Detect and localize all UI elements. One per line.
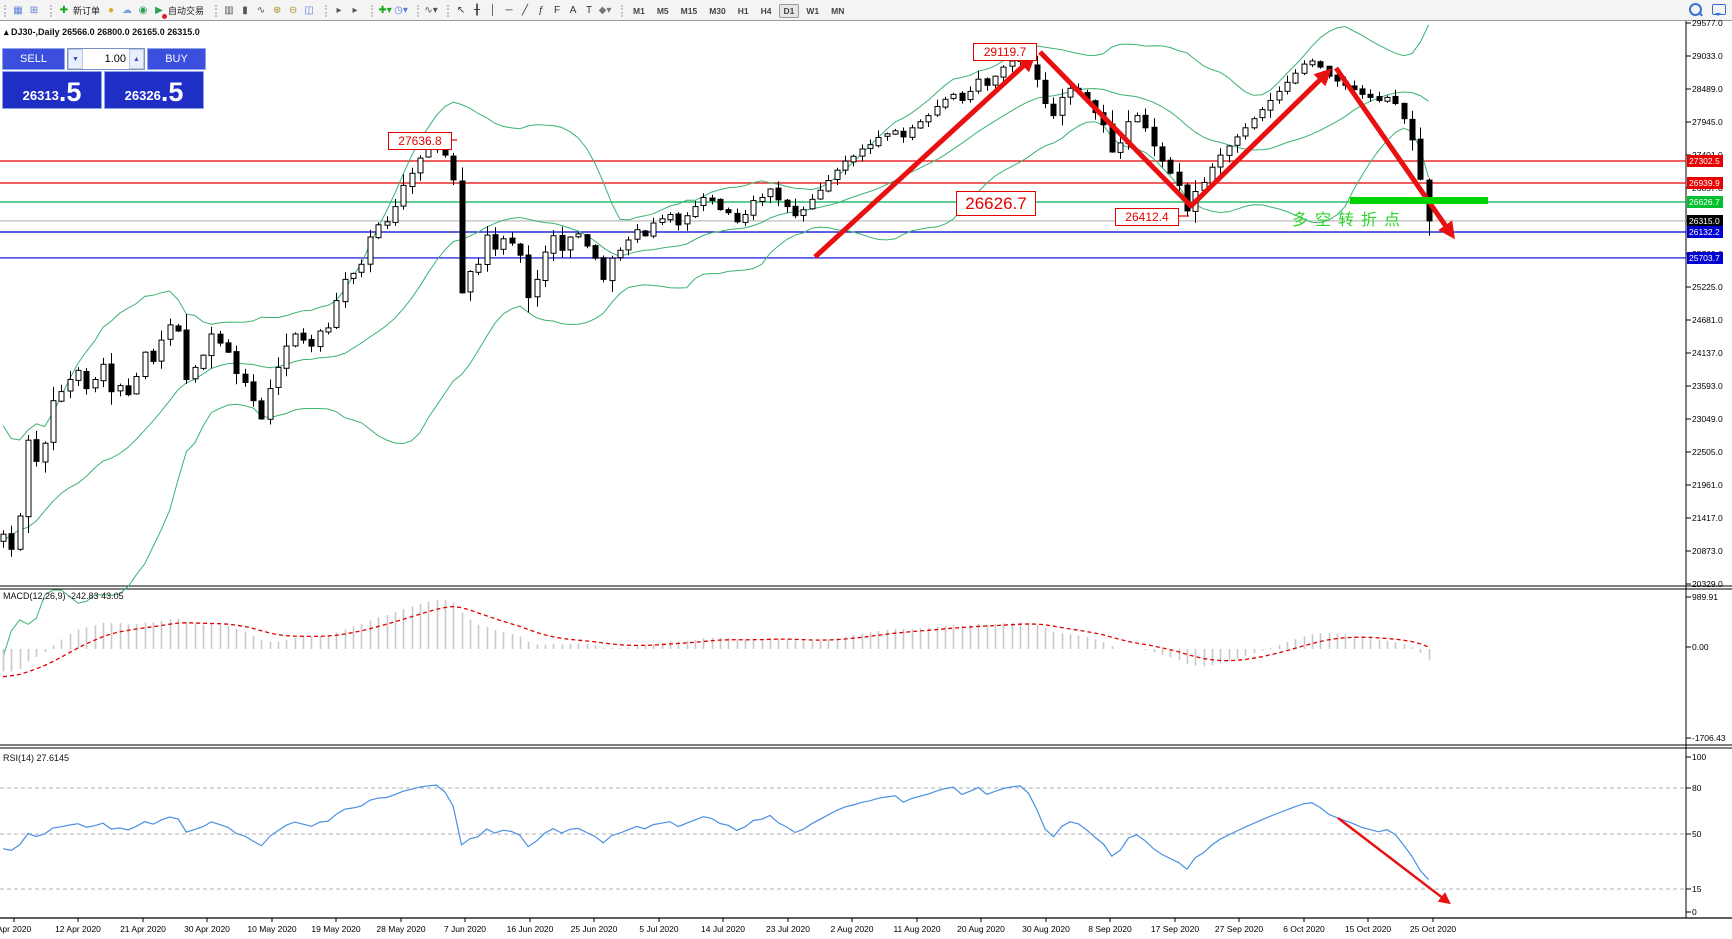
ohlc-values: 26566.0 26800.0 26165.0 26315.0 <box>62 27 200 37</box>
fibo-expansion-icon[interactable]: F <box>553 4 561 16</box>
autotrading-status-dot <box>162 13 168 19</box>
new-order-icon[interactable]: ✚ <box>59 4 69 16</box>
symbol-period: DJ30-,Daily <box>11 27 60 37</box>
auto-scroll-icon[interactable]: ▸ <box>336 4 342 16</box>
toolbar-group: ∿▾ <box>413 3 443 19</box>
collapse-arrow-icon[interactable]: ▴ <box>4 27 9 37</box>
toolbar-group: ▦ ⊞ <box>0 3 46 19</box>
volume-box: ▼ ▲ <box>67 48 145 70</box>
timeframe-m15[interactable]: M15 <box>680 5 698 16</box>
bar-chart-icon[interactable]: ▥ <box>224 4 234 16</box>
periods-icon[interactable]: ◷▾ <box>394 4 408 16</box>
chart-window: 29577.0 29033.0 28489.0 27945.0 27401.0 26857… <box>0 18 1732 939</box>
volume-input[interactable] <box>83 49 129 69</box>
toolbar-group: ▸ ▸ <box>321 3 367 19</box>
price-callout[interactable]: 27636.8 <box>388 132 452 150</box>
line-chart-icon[interactable]: ∿ <box>256 4 266 16</box>
one-click-trading-panel: SELL ▼ ▲ BUY 26313.5 26326.5 <box>2 48 206 109</box>
deposit-icon[interactable]: ● <box>107 4 115 16</box>
sell-price-pips: .5 <box>58 77 82 107</box>
autotrading-icon[interactable]: ▶ <box>151 3 168 19</box>
timeframe-h4[interactable]: H4 <box>760 5 772 16</box>
toolbar-group: ✚ 新订单 ● ☁ ◉ ▶ 自动交易 <box>46 3 211 19</box>
candlestick-chart-icon[interactable]: ▮ <box>242 4 248 16</box>
sell-price-main: 26313 <box>22 88 59 103</box>
signals-icon[interactable]: ◉ <box>138 4 148 16</box>
toolbar-group: ▥ ▮ ∿ ⊕ ⊖ ◫ <box>211 3 321 19</box>
timeframe-w1[interactable]: W1 <box>806 5 820 16</box>
price-callout[interactable]: 26626.7 <box>956 191 1036 216</box>
chart-ohlc-title: ▴ DJ30-,Daily 26566.0 26800.0 26165.0 26… <box>4 27 200 38</box>
shapes-icon[interactable]: ◆▾ <box>598 4 612 16</box>
price-callout[interactable]: 26412.4 <box>1115 208 1179 226</box>
sell-price[interactable]: 26313.5 <box>2 71 102 109</box>
timeframe-group: M1 M5 M15 M30 H1 H4 D1 W1 MN <box>617 3 854 19</box>
indicators-icon[interactable]: ✚▾ <box>378 4 392 16</box>
text-label-icon[interactable]: T <box>585 4 593 16</box>
autotrading-icon-label[interactable]: 自动交易 <box>168 6 205 16</box>
timeframe-m30[interactable]: M30 <box>709 5 726 16</box>
crosshair-icon[interactable]: ╂ <box>474 4 481 16</box>
macd-label: MACD(12,26,9) -242.83 43.05 <box>3 591 124 601</box>
buy-price-pips: .5 <box>160 77 184 107</box>
toolbar-group: ✚▾ ◷▾ <box>367 3 413 19</box>
rsi-value: 27.6145 <box>36 753 70 763</box>
chart-canvas <box>0 21 1732 939</box>
buy-price[interactable]: 26326.5 <box>104 71 204 109</box>
chart-profiles-icon[interactable]: ⊞ <box>29 4 39 16</box>
templates-icon[interactable]: ∿▾ <box>424 4 438 16</box>
timeframe-h1[interactable]: H1 <box>737 5 749 16</box>
zoom-in-icon[interactable]: ⊕ <box>272 4 282 16</box>
buy-button[interactable]: BUY <box>147 48 206 70</box>
timeframe-d1[interactable]: D1 <box>778 3 800 18</box>
sell-button[interactable]: SELL <box>2 48 65 70</box>
chart-shift-icon[interactable]: ▸ <box>352 4 358 16</box>
fibonacci-icon[interactable]: ƒ <box>538 4 544 16</box>
timeframe-m5[interactable]: M5 <box>656 5 669 16</box>
price-callout[interactable]: 29119.7 <box>973 43 1037 61</box>
new-order-icon-label[interactable]: 新订单 <box>73 6 101 16</box>
horizontal-line-icon[interactable]: ─ <box>505 4 513 16</box>
rsi-label: RSI(14) 27.6145 <box>3 753 70 763</box>
macd-values: -242.83 43.05 <box>68 591 124 601</box>
buy-price-main: 26326 <box>124 88 161 103</box>
pivot-annotation-text[interactable]: 多空转折点 <box>1292 212 1408 229</box>
cursor-icon[interactable]: ↖ <box>456 4 466 16</box>
timeframe-mn[interactable]: MN <box>831 5 845 16</box>
toolbar-right <box>1689 3 1726 16</box>
toolbar-group: ↖ ╂ │ ─ ╱ ƒ F A T ◆▾ <box>443 3 617 19</box>
timeframe-m1[interactable]: M1 <box>633 5 645 16</box>
tile-windows-icon[interactable]: ◫ <box>304 4 314 16</box>
search-icon[interactable] <box>1689 3 1702 16</box>
text-icon[interactable]: A <box>569 4 577 16</box>
volume-increase-button[interactable]: ▲ <box>129 49 144 69</box>
new-chart-icon[interactable]: ▦ <box>13 4 23 16</box>
trendline-icon[interactable]: ╱ <box>522 4 529 16</box>
volume-decrease-button[interactable]: ▼ <box>68 49 83 69</box>
toolbar: ▦ ⊞ ✚ 新订单 ● ☁ ◉ ▶ 自动交易 ▥ ▮ ∿ ⊕ ⊖ ◫ ▸ ▸ ✚▾ ◷▾ ∿▾ ↖ ╂ │ ─ ╱ ƒ F A T ◆▾ M… <box>0 0 1732 21</box>
chat-icon[interactable] <box>1712 4 1726 16</box>
vertical-line-icon[interactable]: │ <box>489 4 497 16</box>
mql5-community-icon[interactable]: ☁ <box>122 4 133 16</box>
zoom-out-icon[interactable]: ⊖ <box>288 4 298 16</box>
